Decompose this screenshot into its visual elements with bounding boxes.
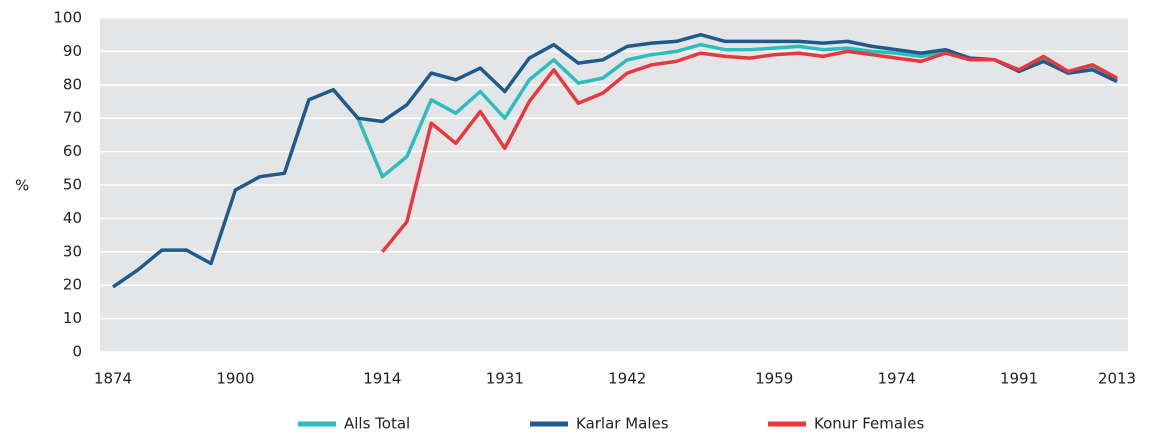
x-tick-label: 2013 — [1098, 370, 1136, 388]
x-tick-label: 1914 — [363, 370, 401, 388]
x-tick-label: 1900 — [216, 370, 254, 388]
x-tick-label: 1959 — [755, 370, 793, 388]
x-tick-label: 1974 — [878, 370, 916, 388]
x-tick-label: 1991 — [1000, 370, 1038, 388]
legend-label: Konur Females — [814, 415, 924, 433]
y-tick-label: 100 — [53, 9, 82, 27]
y-tick-label: 0 — [72, 343, 82, 361]
y-axis-label: % — [15, 177, 29, 195]
y-tick-label: 60 — [63, 142, 82, 160]
x-tick-label: 1931 — [486, 370, 524, 388]
x-tick-label: 1874 — [94, 370, 132, 388]
y-tick-label: 90 — [63, 42, 82, 60]
y-tick-label: 70 — [63, 109, 82, 127]
x-tick-label: 1942 — [608, 370, 646, 388]
y-tick-label: 30 — [63, 242, 82, 260]
y-tick-label: 80 — [63, 75, 82, 93]
line-series — [112, 32, 1118, 289]
legend-label: Alls Total — [344, 415, 410, 433]
legend-label: Karlar Males — [576, 415, 669, 433]
y-tick-label: 20 — [63, 276, 82, 294]
y-tick-label: 10 — [63, 309, 82, 327]
line-series — [381, 49, 1118, 253]
y-tick-label: 50 — [63, 176, 82, 194]
y-tick-label: 40 — [63, 209, 82, 227]
